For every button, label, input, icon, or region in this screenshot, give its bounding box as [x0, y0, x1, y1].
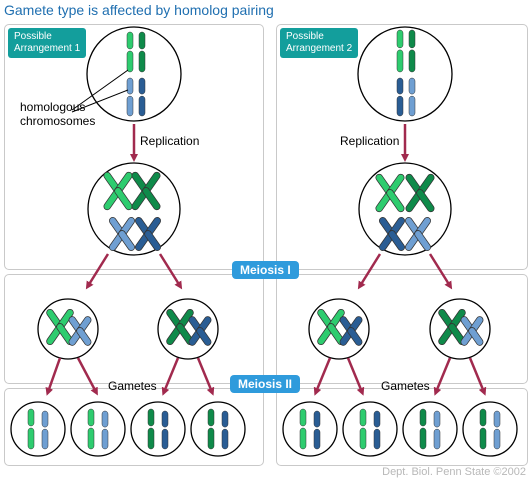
replication-label-left: Replication — [140, 134, 200, 148]
chromosome — [87, 408, 95, 450]
gamete-cell — [402, 401, 458, 457]
chromosome — [188, 316, 212, 346]
chromosome — [479, 408, 487, 450]
chromosome — [419, 408, 427, 450]
gamete-cell — [282, 401, 338, 457]
parent-cell-2 — [357, 26, 453, 122]
chromosome — [41, 410, 49, 450]
page-title: Gamete type is affected by homolog pairi… — [4, 2, 274, 18]
meiosis-1-chromosomes — [438, 308, 484, 346]
gamete-chromosomes — [207, 408, 229, 450]
meiosis-1-arrow — [85, 253, 110, 290]
gamete-chromosomes — [419, 408, 441, 450]
chromosome — [339, 316, 363, 346]
meiosis-1-cell — [429, 298, 491, 360]
arrangement-1-tag: Possible Arrangement 1 — [8, 28, 87, 58]
meiosis-1-chromosomes — [166, 308, 212, 346]
gamete-chromosomes — [299, 408, 321, 450]
chromosome — [433, 410, 441, 450]
meiosis-2-arrow — [313, 357, 332, 396]
chromosome — [135, 217, 161, 251]
chromosome — [379, 217, 405, 251]
credit-text: Dept. Biol. Penn State ©2002 — [382, 466, 526, 478]
meiosis-1-arrow — [357, 253, 382, 290]
parent-1-chromosomes — [126, 31, 146, 117]
gamete-cell — [10, 401, 66, 457]
chromosome — [109, 217, 135, 251]
gamete-cell — [130, 401, 186, 457]
meiosis-1-chromosomes — [46, 308, 92, 346]
chromosome — [375, 173, 405, 213]
meiosis-1-badge: Meiosis I — [232, 261, 299, 279]
meiosis-2-badge: Meiosis II — [230, 375, 301, 393]
gamete-cell — [342, 401, 398, 457]
gamete-cell — [190, 401, 246, 457]
meiosis-2-arrow — [196, 357, 215, 396]
meiosis-1-chromosomes — [317, 308, 363, 346]
chromosome — [68, 316, 92, 346]
chromosome — [27, 408, 35, 450]
meiosis-2-arrow — [45, 357, 62, 396]
replicated-2-chromosomes — [375, 173, 435, 251]
meiosis-1-arrow — [158, 253, 183, 290]
meiosis-2-arrow — [468, 357, 487, 396]
chromosome — [313, 410, 321, 450]
pointer-line — [71, 89, 129, 113]
chromosome — [126, 77, 134, 117]
chromosome — [131, 171, 161, 211]
chromosome — [438, 308, 466, 346]
meiosis-1-cell — [308, 298, 370, 360]
chromosome — [166, 308, 194, 346]
meiosis-2-arrow — [161, 357, 180, 396]
meiosis-1-arrow — [428, 253, 453, 290]
chromosome — [405, 217, 431, 251]
chromosome — [138, 77, 146, 117]
chromosome — [373, 410, 381, 450]
chromosome — [147, 408, 155, 450]
chromosome — [408, 77, 416, 117]
chromosome — [460, 316, 484, 346]
chromosome — [138, 31, 146, 73]
gamete-chromosomes — [87, 408, 109, 450]
gametes-label-left: Gametes — [108, 379, 157, 393]
chromosome — [103, 171, 133, 211]
gametes-label-right: Gametes — [381, 379, 430, 393]
parent-cell-1 — [86, 26, 182, 122]
meiosis-2-arrow — [76, 357, 98, 396]
chromosome — [396, 77, 404, 117]
gamete-cell — [462, 401, 518, 457]
meiosis-1-cell — [37, 298, 99, 360]
gamete-chromosomes — [147, 408, 169, 450]
gamete-chromosomes — [479, 408, 501, 450]
chromosome — [126, 31, 134, 73]
replicated-1-chromosomes — [103, 171, 161, 251]
gamete-chromosomes — [27, 408, 49, 450]
chromosome — [221, 410, 229, 450]
chromosome — [493, 410, 501, 450]
gamete-chromosomes — [359, 408, 381, 450]
chromosome — [317, 308, 345, 346]
chromosome — [101, 410, 109, 450]
chromosome — [359, 408, 367, 450]
gamete-cell — [70, 401, 126, 457]
arrangement-2-tag: Possible Arrangement 2 — [280, 28, 359, 58]
chromosome — [408, 29, 416, 73]
chromosome — [161, 410, 169, 450]
chromosome — [396, 29, 404, 73]
chromosome — [46, 308, 74, 346]
pointer-line — [71, 69, 129, 111]
replicated-cell-2 — [358, 162, 452, 256]
homologous-chromosomes-label: homologous chromosomes — [20, 100, 96, 128]
meiosis-1-cell — [157, 298, 219, 360]
chromosome — [207, 408, 215, 450]
meiosis-2-arrow — [346, 357, 365, 396]
chromosome — [299, 408, 307, 450]
parent-2-chromosomes — [396, 29, 416, 117]
replication-label-right: Replication — [340, 134, 400, 148]
meiosis-2-arrow — [433, 357, 452, 396]
chromosome — [405, 173, 435, 213]
